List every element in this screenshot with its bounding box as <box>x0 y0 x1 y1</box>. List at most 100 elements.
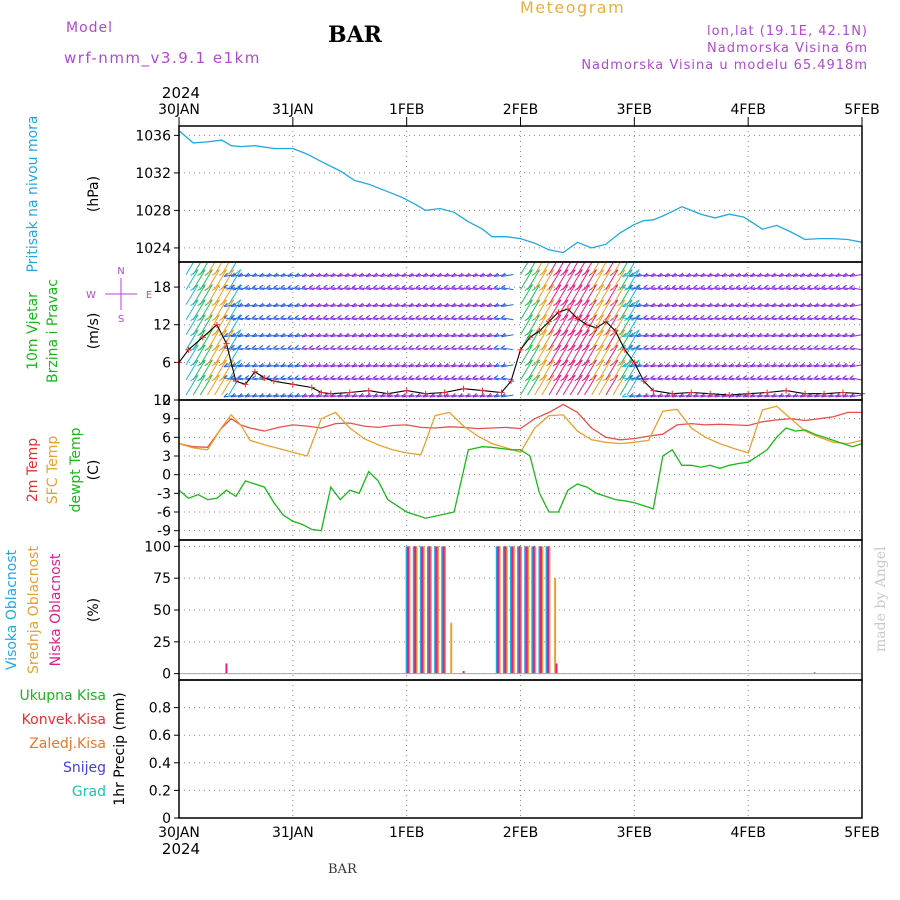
wind-arrow <box>584 284 597 305</box>
wind-arrow <box>693 334 706 338</box>
wind-arrow <box>494 347 507 351</box>
wind-arrow <box>185 314 199 336</box>
wind-arrow <box>465 334 478 338</box>
wind-arrow <box>351 364 365 368</box>
wind-speed-marker <box>261 375 268 382</box>
wind-arrow <box>280 364 293 368</box>
wind-arrow <box>693 364 706 368</box>
wind-arrow-head <box>252 362 257 368</box>
wind-arrow-head <box>233 255 241 261</box>
wind-arrow <box>309 347 322 351</box>
wind-arrow <box>679 377 692 381</box>
wind-arrow <box>458 364 471 368</box>
wind-arrow <box>294 334 308 338</box>
wind-arrow-head <box>493 302 499 308</box>
wind-arrow-head <box>771 314 776 319</box>
cloud-bar <box>548 546 551 674</box>
wind-arrow-head <box>785 314 790 319</box>
wind-arrow <box>316 304 329 308</box>
wind-arrow <box>323 394 336 398</box>
wind-arrow <box>472 334 486 338</box>
wind-arrow-head <box>394 345 399 349</box>
wind-arrow <box>344 377 357 381</box>
wind-arrow <box>408 377 421 381</box>
wind-arrow <box>394 334 407 338</box>
wind-arrow <box>562 359 576 381</box>
wind-arrow-head <box>294 362 300 368</box>
wind-arrow <box>287 394 301 398</box>
wind-arrow-head <box>401 375 406 379</box>
wind-arrow <box>569 299 583 320</box>
wind-arrow <box>728 317 742 321</box>
wind-arrow-head <box>308 362 314 368</box>
wind-arrow-head <box>429 332 435 338</box>
wind-arrow <box>707 287 720 291</box>
wind-arrow-head <box>252 284 257 289</box>
wind-arrow <box>686 347 699 351</box>
wind-arrow <box>351 377 365 381</box>
wind-arrow-head <box>650 314 655 319</box>
wind-arrow-head <box>785 393 790 398</box>
time-tick-label-bottom: 2FEB <box>503 825 538 841</box>
wind-arrow <box>465 394 478 398</box>
side-label-2: dewpt Temp <box>68 427 84 512</box>
wind-arrow <box>472 287 486 291</box>
wind-arrow <box>230 364 244 368</box>
wind-arrow-head <box>365 284 371 289</box>
wind-arrow <box>494 334 507 338</box>
wind-arrow <box>643 304 656 308</box>
wind-arrow-head <box>686 302 691 308</box>
wind-arrow <box>849 317 862 321</box>
wind-arrow-head <box>693 272 698 277</box>
wind-arrow-head <box>636 345 641 349</box>
wind-arrow <box>401 364 414 368</box>
wind-arrow-head <box>621 362 627 368</box>
wind-arrow-head <box>686 345 691 349</box>
wind-arrow <box>757 317 770 321</box>
wind-arrow-head <box>650 302 655 308</box>
wind-arrow-head <box>330 332 335 338</box>
wind-arrow <box>323 334 336 338</box>
wind-arrow-head <box>828 345 833 349</box>
wind-arrow-head <box>806 362 812 368</box>
wind-arrow <box>750 317 763 321</box>
wind-arrow-head <box>657 345 662 349</box>
wind-arrow-head <box>650 272 655 277</box>
wind-arrow <box>451 347 464 351</box>
wind-arrow-head <box>444 272 449 277</box>
wind-arrow-head <box>323 362 328 368</box>
wind-arrow-head <box>365 314 371 319</box>
wind-arrow-head <box>678 302 684 308</box>
wind-arrow <box>451 317 464 321</box>
wind-arrow-head <box>693 393 698 398</box>
wind-arrow <box>479 287 493 291</box>
wind-arrow-head <box>401 332 406 338</box>
wind-arrow <box>569 262 579 275</box>
wind-arrow <box>693 287 706 291</box>
wind-arrow <box>337 347 350 351</box>
wind-arrow <box>494 317 507 321</box>
wind-arrow-head <box>458 375 463 379</box>
wind-arrow <box>351 287 365 291</box>
wind-arrow <box>214 262 223 275</box>
wind-arrow-head <box>835 332 840 338</box>
wind-arrow <box>534 329 548 351</box>
wind-arrow-head <box>686 332 691 338</box>
wind-arrow <box>700 317 713 321</box>
wind-arrow <box>252 334 265 338</box>
wind-arrow <box>750 287 763 291</box>
wind-arrow <box>387 287 400 291</box>
cloud-bar <box>435 546 438 674</box>
wind-arrow <box>598 344 612 366</box>
wind-arrow <box>287 364 301 368</box>
wind-arrow-head <box>323 284 328 289</box>
wind-arrow <box>259 364 272 368</box>
wind-arrow <box>266 347 279 351</box>
wind-arrow <box>527 269 541 290</box>
wind-arrow-head <box>266 332 271 338</box>
wind-arrow-head <box>351 272 356 277</box>
wind-arrow-head <box>842 314 847 319</box>
wind-arrow-head <box>636 302 641 308</box>
